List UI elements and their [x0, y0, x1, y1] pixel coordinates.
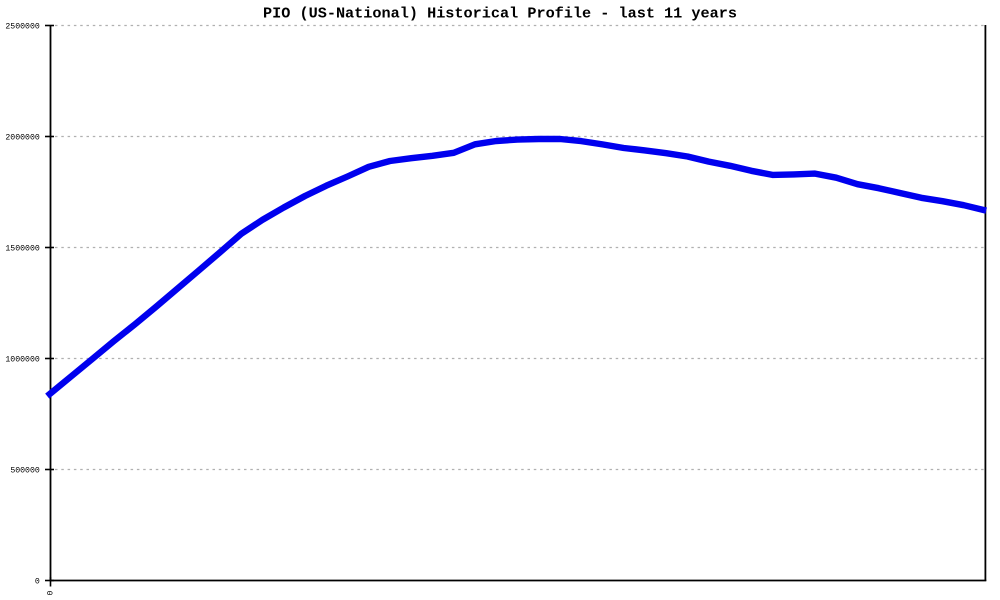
svg-text:1500000: 1500000 [5, 244, 39, 253]
svg-text:2500000: 2500000 [5, 22, 39, 31]
svg-text:1000000: 1000000 [5, 355, 39, 364]
svg-text:0: 0 [47, 590, 56, 595]
svg-text:500000: 500000 [10, 466, 40, 475]
svg-text:0: 0 [35, 577, 40, 586]
svg-text:2000000: 2000000 [5, 133, 39, 142]
svg-text:PIO (US-National) Historical P: PIO (US-National) Historical Profile - l… [263, 5, 737, 23]
